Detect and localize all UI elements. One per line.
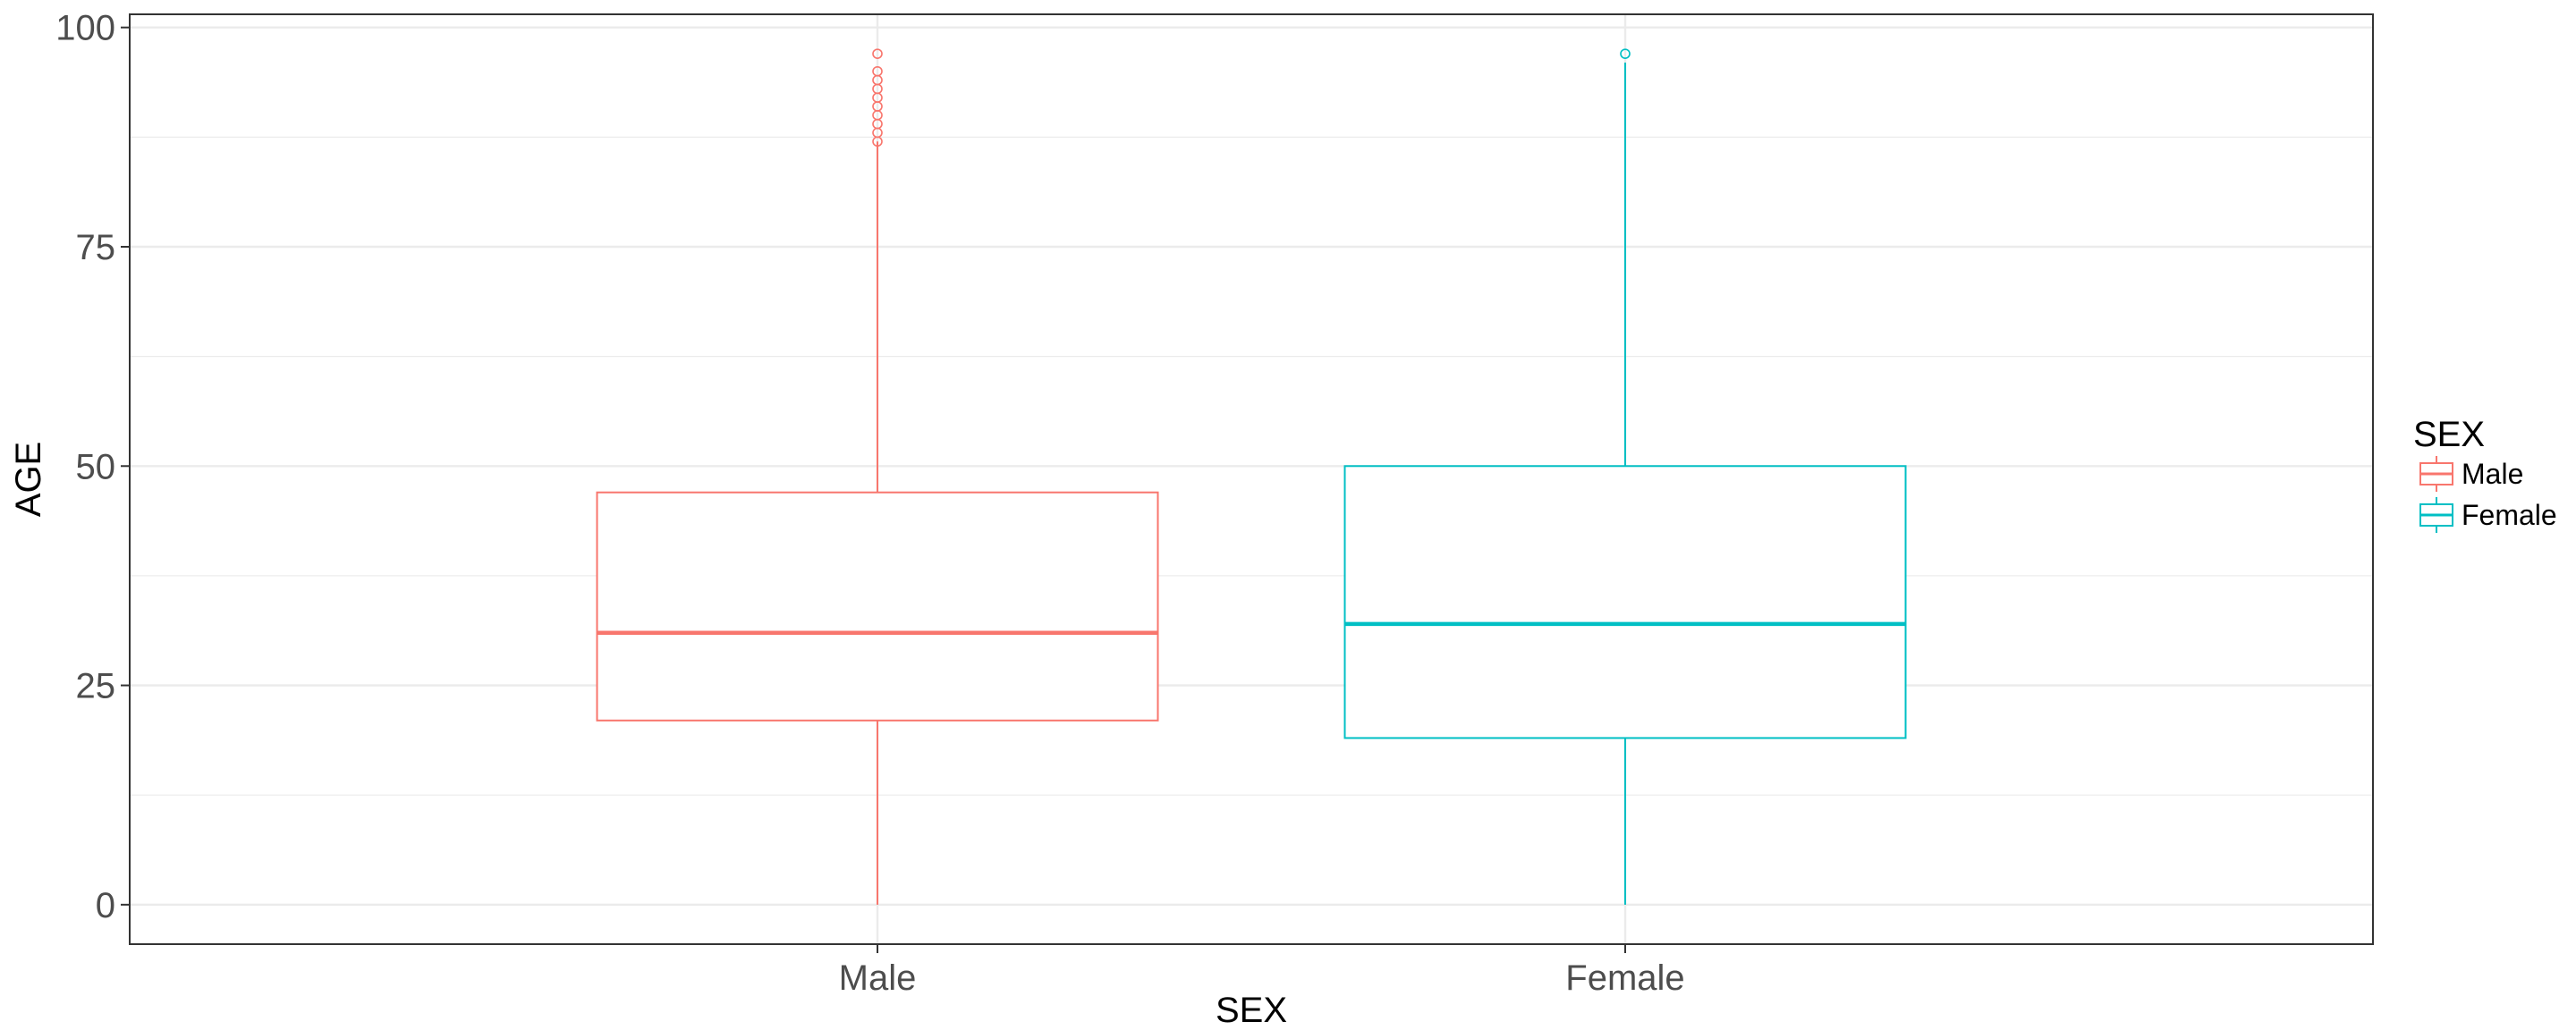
legend-key-male — [2419, 456, 2453, 492]
box-group-male — [596, 48, 1159, 905]
outlier-point — [872, 48, 883, 59]
box-layer — [596, 48, 1907, 905]
x-axis-title: SEX — [1216, 991, 1287, 1030]
y-axis: 0 25 50 75 100 — [55, 9, 130, 925]
legend-key-female — [2419, 497, 2453, 533]
y-tick-label: 50 — [76, 447, 116, 486]
y-tick-label: 0 — [96, 886, 115, 925]
y-tick-label: 100 — [55, 9, 115, 48]
plot-panel-border — [129, 13, 2374, 945]
box — [596, 491, 1159, 722]
legend-label: Male — [2462, 458, 2523, 490]
legend-title: SEX — [2413, 415, 2485, 454]
outlier-point — [872, 65, 883, 77]
x-axis: Male Female — [839, 944, 1685, 998]
legend: SEX Male Female — [2413, 415, 2557, 533]
x-tick-label: Female — [1565, 958, 1684, 998]
legend-label: Female — [2462, 499, 2557, 531]
box-group-female — [1343, 48, 1907, 905]
box — [1343, 465, 1907, 739]
outlier-point — [1620, 48, 1631, 59]
y-axis-title: AGE — [9, 442, 48, 517]
y-tick-label: 25 — [76, 667, 116, 706]
y-tick-label: 75 — [76, 228, 116, 267]
x-tick-label: Male — [839, 958, 917, 998]
plot-panel-background — [130, 14, 2373, 944]
